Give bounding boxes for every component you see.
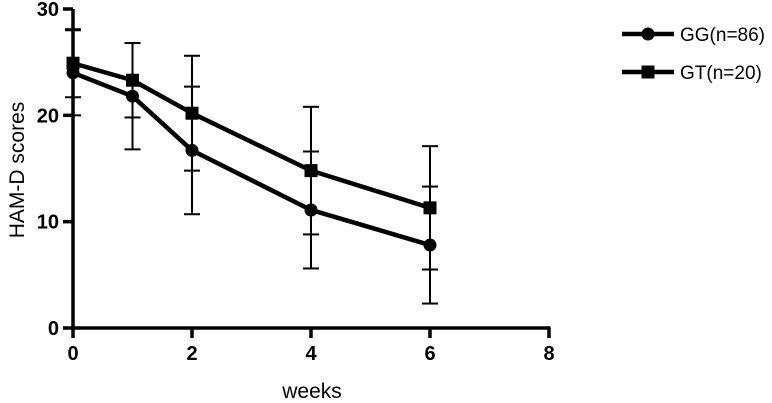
legend-marker [641, 65, 655, 79]
legend-item: GG(n=86) [622, 25, 765, 46]
legend-label: GG(n=86) [680, 25, 765, 46]
data-point [126, 73, 139, 87]
data-point [304, 164, 318, 178]
y-tick-label: 0 [48, 318, 59, 340]
x-tick-label: 4 [305, 343, 317, 365]
legend-label: GT(n=20) [680, 63, 762, 84]
x-tick-label: 8 [543, 343, 554, 365]
y-tick-label: 30 [37, 0, 59, 21]
series-layer [65, 28, 438, 305]
legend: GG(n=86) GT(n=20) [622, 25, 765, 84]
x-tick-label: 0 [67, 343, 78, 365]
y-tick-label: 20 [37, 105, 59, 127]
data-point [423, 201, 437, 215]
legend-marker [641, 27, 655, 41]
y-tick-label: 10 [37, 212, 59, 234]
x-tick-label: 6 [424, 343, 435, 365]
legend-item: GT(n=20) [622, 63, 762, 84]
x-tick-label: 2 [186, 343, 197, 365]
y-axis-title: HAM-D scores [6, 102, 29, 239]
x-axis-title: weeks [281, 380, 342, 403]
data-point [185, 106, 199, 120]
axes: 0 2 4 6 8 0 10 20 30 [37, 0, 555, 365]
series-2 [65, 28, 438, 271]
data-point [66, 56, 80, 70]
series-1 [65, 29, 438, 305]
